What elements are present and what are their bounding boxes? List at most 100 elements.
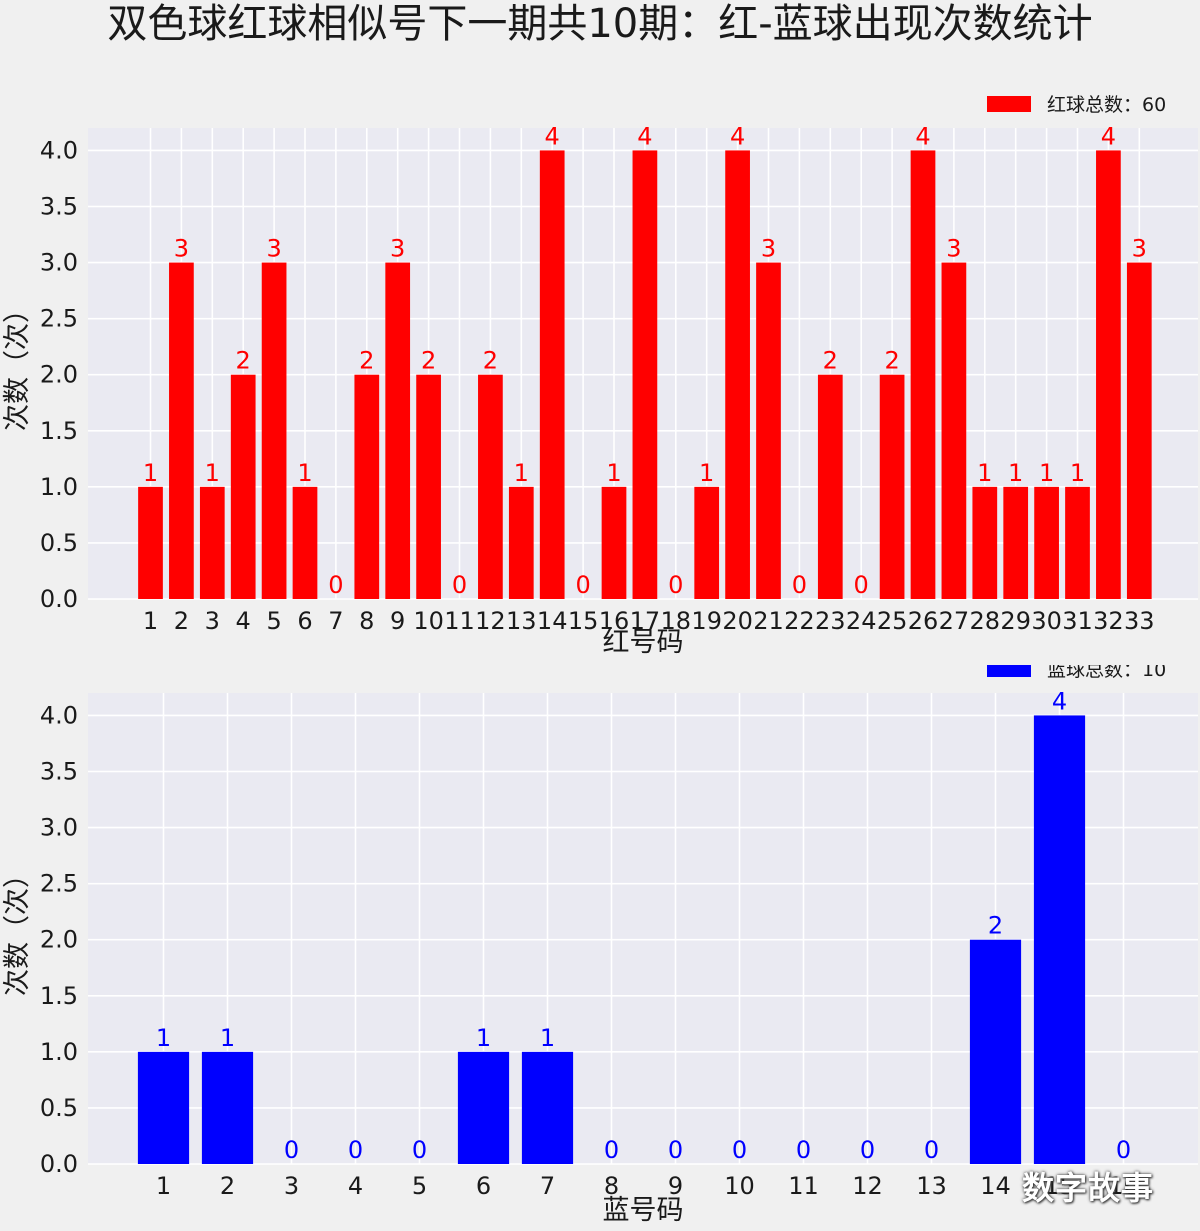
bar — [1003, 486, 1029, 599]
y-tick-label: 1.5 — [40, 982, 78, 1010]
x-tick-label: 16 — [599, 607, 630, 635]
bar — [1033, 715, 1086, 1164]
bar-value-label: 1 — [1070, 459, 1085, 487]
legend-swatch — [987, 96, 1031, 112]
bar — [457, 1051, 510, 1164]
bar-value-label: 2 — [884, 347, 899, 375]
y-tick-label: 2.0 — [40, 361, 78, 389]
bar-value-label: 3 — [1132, 235, 1147, 263]
x-tick-label: 16 — [1108, 1172, 1139, 1200]
x-tick-label: 12 — [475, 607, 506, 635]
bar-value-label: 4 — [545, 122, 560, 150]
bar-value-label: 2 — [236, 347, 251, 375]
y-axis-label: 次数（次） — [2, 861, 33, 996]
bar-value-label: 1 — [156, 1024, 171, 1052]
x-tick-label: 24 — [846, 607, 877, 635]
bar — [385, 262, 411, 599]
bar-value-label: 4 — [1101, 122, 1116, 150]
x-tick-label: 6 — [476, 1172, 491, 1200]
x-tick-label: 15 — [568, 607, 599, 635]
bar-value-label: 0 — [452, 571, 467, 599]
x-tick-label: 27 — [939, 607, 970, 635]
x-tick-label: 11 — [788, 1172, 819, 1200]
bar — [632, 150, 658, 599]
bar-value-label: 1 — [1008, 459, 1023, 487]
x-tick-label: 1 — [143, 607, 158, 635]
y-tick-label: 0.0 — [40, 1150, 78, 1178]
x-tick-label: 21 — [753, 607, 784, 635]
bar-value-label: 0 — [348, 1136, 363, 1164]
legend: 红球总数：60 — [987, 94, 1166, 116]
x-axis-label: 蓝号码 — [603, 1195, 684, 1226]
legend-label: 红球总数：60 — [1047, 94, 1166, 116]
bar — [478, 374, 503, 599]
y-tick-label: 0.0 — [40, 585, 78, 613]
bar — [969, 939, 1022, 1164]
bar — [879, 374, 905, 599]
x-tick-label: 14 — [537, 607, 568, 635]
bar — [521, 1051, 574, 1164]
x-tick-label: 3 — [205, 607, 220, 635]
x-tick-label: 9 — [668, 1172, 683, 1200]
bar — [725, 150, 750, 599]
x-tick-label: 9 — [390, 607, 405, 635]
x-tick-label: 33 — [1124, 607, 1155, 635]
y-tick-label: 4.0 — [40, 701, 78, 729]
bar — [230, 374, 256, 599]
bar — [201, 1051, 254, 1164]
bar-value-label: 2 — [823, 347, 838, 375]
x-tick-label: 10 — [724, 1172, 755, 1200]
x-tick-label: 20 — [722, 607, 753, 635]
y-tick-label: 1.0 — [40, 473, 78, 501]
bar-value-label: 0 — [854, 571, 869, 599]
legend-label: 蓝球总数：10 — [1047, 665, 1166, 681]
bar-value-label: 3 — [174, 235, 189, 263]
bar — [261, 262, 287, 599]
bar-value-label: 2 — [483, 347, 498, 375]
bar-value-label: 4 — [637, 122, 652, 150]
y-tick-label: 4.0 — [40, 136, 78, 164]
legend-swatch — [987, 665, 1031, 677]
bar — [138, 486, 163, 599]
red-ball-chart: 0.00.51.01.52.02.53.03.54.01132132435160… — [2, 94, 1198, 658]
x-tick-label: 4 — [348, 1172, 363, 1200]
bar-value-label: 0 — [668, 1136, 683, 1164]
chart-title: 双色球红球相似号下一期共10期：红-蓝球出现次数统计 — [107, 1, 1093, 47]
bar-value-label: 1 — [606, 459, 621, 487]
x-tick-label: 18 — [661, 607, 692, 635]
x-tick-label: 1 — [156, 1172, 171, 1200]
x-tick-label: 19 — [691, 607, 722, 635]
x-tick-label: 28 — [970, 607, 1001, 635]
bar — [539, 150, 565, 599]
x-tick-label: 4 — [236, 607, 251, 635]
x-tick-label: 26 — [908, 607, 939, 635]
x-tick-label: 7 — [328, 607, 343, 635]
y-tick-label: 3.0 — [40, 249, 78, 277]
x-tick-label: 25 — [877, 607, 908, 635]
bar-value-label: 2 — [359, 347, 374, 375]
y-tick-label: 2.5 — [40, 305, 78, 333]
x-axis-label: 红号码 — [603, 627, 684, 658]
x-tick-label: 5 — [266, 607, 281, 635]
bar-value-label: 1 — [540, 1024, 555, 1052]
x-tick-label: 29 — [1000, 607, 1031, 635]
bar-value-label: 3 — [390, 235, 405, 263]
bar-value-label: 3 — [946, 235, 961, 263]
bar — [508, 486, 534, 599]
bar — [1126, 262, 1152, 599]
bar-value-label: 1 — [143, 459, 158, 487]
bar-value-label: 1 — [1039, 459, 1054, 487]
x-tick-label: 22 — [784, 607, 815, 635]
bar — [910, 150, 936, 599]
bar-value-label: 0 — [328, 571, 343, 599]
bar-value-label: 0 — [796, 1136, 811, 1164]
plot-background — [88, 693, 1198, 1164]
y-tick-label: 3.5 — [40, 193, 78, 221]
x-tick-label: 23 — [815, 607, 846, 635]
x-tick-label: 8 — [604, 1172, 619, 1200]
bar — [416, 374, 441, 599]
bar-value-label: 1 — [977, 459, 992, 487]
x-tick-label: 11 — [444, 607, 475, 635]
x-tick-label: 8 — [359, 607, 374, 635]
bar-value-label: 0 — [860, 1136, 875, 1164]
